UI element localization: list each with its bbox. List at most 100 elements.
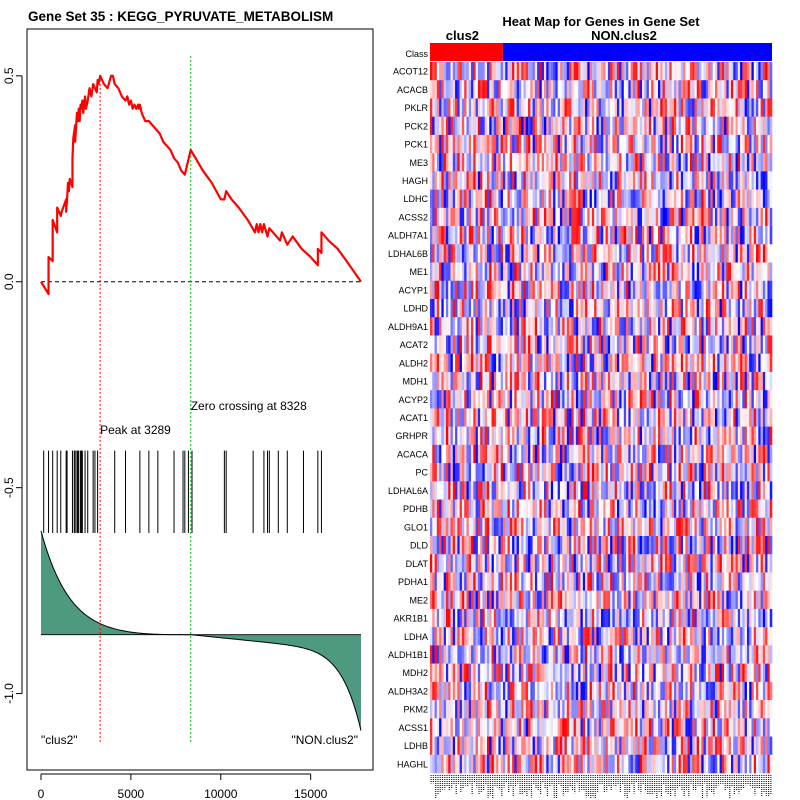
heatmap-cell	[689, 171, 693, 190]
heatmap-cell	[594, 280, 597, 300]
heatmap-cell	[699, 317, 702, 336]
heatmap-cell	[715, 463, 718, 482]
heatmap-cell	[653, 134, 657, 154]
heatmap-cell	[534, 536, 538, 555]
heatmap-cell	[578, 390, 581, 409]
heatmap-cell	[555, 189, 558, 209]
heatmap-cell	[477, 244, 481, 263]
heatmap-cell	[541, 608, 545, 628]
heatmap-cell	[534, 189, 538, 209]
heatmap-cell	[591, 207, 595, 227]
heatmap-cell	[630, 189, 634, 209]
heatmap-cell	[434, 627, 438, 646]
heatmap-cell	[678, 207, 682, 227]
heatmap-cell	[623, 116, 627, 136]
heatmap-cell	[443, 627, 447, 646]
heatmap-cell	[639, 572, 643, 591]
heatmap-cell	[630, 226, 634, 245]
heatmap-cell	[516, 517, 520, 537]
heatmap-cell	[603, 62, 606, 81]
heatmap-cell	[667, 98, 670, 117]
heatmap-cell	[603, 299, 606, 318]
heatmap-cell	[619, 426, 622, 446]
heatmap-cell	[637, 572, 641, 591]
heatmap-cell	[660, 207, 663, 227]
heatmap-cell	[703, 353, 707, 373]
heatmap-cell	[571, 116, 574, 136]
heatmap-cell	[496, 536, 499, 555]
heatmap-cell	[760, 116, 764, 136]
heatmap-cell	[480, 536, 483, 555]
heatmap-cell	[461, 426, 465, 446]
heatmap-cell	[489, 80, 492, 99]
heatmap-cell	[544, 262, 547, 282]
heatmap-cell	[646, 371, 650, 391]
heatmap-cell	[758, 499, 761, 519]
heatmap-cell	[459, 280, 463, 300]
heatmap-cell	[715, 371, 718, 391]
heatmap-cell	[534, 280, 538, 300]
heatmap-cell	[466, 627, 470, 646]
heatmap-cell	[468, 645, 472, 664]
heatmap-cell	[619, 645, 622, 664]
heatmap-cell	[637, 371, 641, 391]
heatmap-cell	[432, 153, 435, 172]
heatmap-cell	[482, 353, 486, 373]
enrichment-plot-title: Gene Set 35 : KEGG_PYRUVATE_METABOLISM	[28, 9, 333, 24]
heatmap-cell	[753, 608, 757, 628]
heatmap-cell	[575, 390, 579, 409]
heatmap-cell	[489, 335, 492, 354]
heatmap-cell	[566, 463, 570, 482]
heatmap-cell	[516, 317, 520, 336]
heatmap-cell	[760, 590, 764, 610]
heatmap-cell	[730, 627, 734, 646]
heatmap-cell	[628, 189, 631, 209]
heatmap-cell	[509, 627, 513, 646]
heatmap-cell	[671, 463, 675, 482]
heatmap-cell	[466, 444, 470, 464]
heatmap-cell	[475, 517, 479, 537]
heatmap-cell	[701, 299, 704, 318]
heatmap-cell	[712, 299, 716, 318]
heatmap-cell	[616, 554, 620, 573]
heatmap-cell	[509, 554, 513, 573]
heatmap-cell	[493, 627, 497, 646]
heatmap-cell	[733, 244, 736, 263]
heatmap-cell	[653, 299, 657, 318]
heatmap-cell	[699, 116, 702, 136]
heatmap-cell	[735, 444, 739, 464]
heatmap-cell	[434, 62, 438, 81]
heatmap-cell	[546, 153, 549, 172]
heatmap-cell	[491, 335, 495, 354]
heatmap-cell	[457, 153, 460, 172]
heatmap-cell	[610, 116, 613, 136]
heatmap-cell	[721, 627, 725, 646]
heatmap-cell	[550, 554, 554, 573]
heatmap-cell	[466, 317, 470, 336]
heatmap-cell	[566, 590, 570, 610]
heatmap-cell	[696, 116, 700, 136]
heatmap-cell	[473, 517, 476, 537]
heatmap-cell	[658, 499, 661, 519]
heatmap-cell	[680, 299, 684, 318]
heatmap-cell	[619, 134, 622, 154]
heatmap-cell	[509, 463, 513, 482]
heatmap-cell	[673, 335, 677, 354]
heatmap-cell	[728, 627, 732, 646]
heatmap-cell	[468, 134, 472, 154]
heatmap-cell	[500, 426, 504, 446]
heatmap-cell	[502, 426, 506, 446]
heatmap-cell	[491, 134, 495, 154]
heatmap-cell	[430, 408, 433, 427]
heatmap-cell	[767, 481, 771, 500]
heatmap-cell	[630, 645, 634, 664]
heatmap-cell	[701, 171, 704, 190]
heatmap-cell	[523, 116, 527, 136]
heatmap-cell	[616, 189, 620, 209]
heatmap-cell	[635, 481, 638, 500]
heatmap-cell	[621, 444, 625, 464]
heatmap-cell	[430, 627, 433, 646]
heatmap-cell	[571, 299, 574, 318]
heatmap-cell	[580, 371, 584, 391]
heatmap-cell	[523, 554, 527, 573]
